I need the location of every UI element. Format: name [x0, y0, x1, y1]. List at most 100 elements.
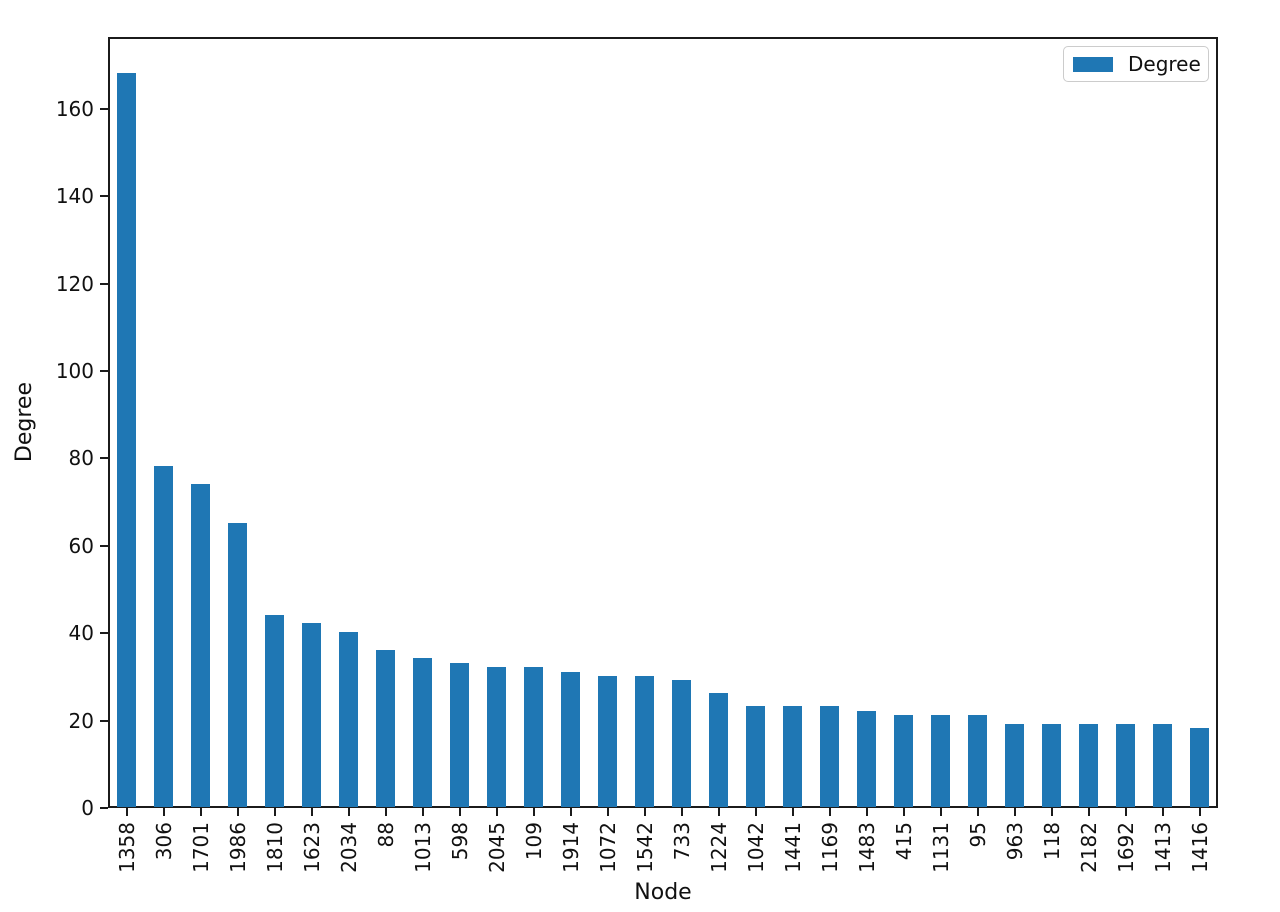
x-tick-label: 1810 [262, 822, 287, 873]
bar [117, 72, 136, 807]
y-tick-label: 160 [55, 96, 94, 121]
x-tick-mark [865, 808, 868, 816]
y-tick-label: 80 [68, 446, 94, 471]
x-tick-mark [384, 808, 387, 816]
x-tick-mark [1124, 808, 1127, 816]
x-tick-label: 1441 [780, 822, 805, 873]
x-tick-mark [643, 808, 646, 816]
bar [339, 632, 358, 807]
x-tick-label: 1169 [817, 822, 842, 873]
x-tick-mark [939, 808, 942, 816]
y-tick-mark [100, 282, 108, 285]
x-tick-mark [791, 808, 794, 816]
x-tick-label: 1542 [632, 822, 657, 873]
y-tick-label: 140 [55, 184, 94, 209]
y-tick-mark [100, 719, 108, 722]
bar [1079, 723, 1098, 807]
bar [857, 710, 876, 807]
bar [1005, 723, 1024, 807]
x-tick-label: 1623 [299, 822, 324, 873]
y-axis-title: Degree [10, 37, 40, 808]
bar [265, 614, 284, 807]
bar [783, 706, 802, 807]
y-tick-mark [100, 369, 108, 372]
bar [561, 671, 580, 807]
bar [598, 675, 617, 807]
bar [709, 693, 728, 807]
x-tick-label: 1416 [1187, 822, 1212, 873]
x-tick-mark [1198, 808, 1201, 816]
x-tick-label: 415 [891, 822, 916, 861]
legend-label: Degree [1128, 52, 1201, 76]
x-tick-mark [717, 808, 720, 816]
bar [191, 483, 210, 807]
y-axis-title-text: Degree [12, 382, 37, 463]
bar [450, 662, 469, 807]
x-tick-label: 2034 [336, 822, 361, 873]
y-tick-mark [100, 107, 108, 110]
y-tick-label: 40 [68, 621, 94, 646]
x-tick-mark [495, 808, 498, 816]
x-tick-label: 1013 [410, 822, 435, 873]
x-tick-mark [162, 808, 165, 816]
x-tick-mark [532, 808, 535, 816]
x-tick-label: 118 [1039, 822, 1064, 861]
bar [1116, 723, 1135, 807]
x-tick-mark [1050, 808, 1053, 816]
bar [154, 466, 173, 807]
x-tick-mark [976, 808, 979, 816]
bar [524, 667, 543, 807]
x-tick-mark [347, 808, 350, 816]
bar [635, 675, 654, 807]
bar [302, 623, 321, 807]
x-tick-mark [421, 808, 424, 816]
y-tick-mark [100, 195, 108, 198]
x-tick-label: 95 [965, 822, 990, 848]
x-tick-label: 1413 [1150, 822, 1175, 873]
x-tick-label: 1701 [188, 822, 213, 873]
x-tick-label: 1358 [114, 822, 139, 873]
y-tick-mark [100, 457, 108, 460]
x-tick-mark [754, 808, 757, 816]
y-tick-label: 100 [55, 358, 94, 383]
x-tick-label: 1692 [1113, 822, 1138, 873]
x-tick-label: 109 [521, 822, 546, 861]
bar [820, 706, 839, 807]
x-tick-label: 1131 [928, 822, 953, 873]
x-tick-mark [199, 808, 202, 816]
x-tick-mark [236, 808, 239, 816]
x-tick-label: 1914 [558, 822, 583, 873]
y-tick-label: 120 [55, 271, 94, 296]
x-tick-label: 2182 [1076, 822, 1101, 873]
x-tick-label: 963 [1002, 822, 1027, 861]
x-tick-label: 733 [669, 822, 694, 861]
bar [894, 715, 913, 807]
x-tick-label: 306 [151, 822, 176, 861]
x-tick-label: 1072 [595, 822, 620, 873]
bar [931, 715, 950, 807]
y-tick-label: 60 [68, 533, 94, 558]
x-tick-label: 598 [447, 822, 472, 861]
x-tick-mark [902, 808, 905, 816]
x-tick-mark [1161, 808, 1164, 816]
x-tick-label: 1042 [743, 822, 768, 873]
x-tick-label: 1986 [225, 822, 250, 873]
x-tick-mark [1013, 808, 1016, 816]
bar [228, 522, 247, 807]
y-tick-mark [100, 632, 108, 635]
legend: Degree [1063, 46, 1209, 82]
x-tick-mark [828, 808, 831, 816]
x-tick-label: 1483 [854, 822, 879, 873]
bar [968, 715, 987, 807]
legend-swatch-icon [1073, 56, 1113, 72]
y-tick-mark [100, 807, 108, 809]
x-tick-mark [310, 808, 313, 816]
bar [1190, 728, 1209, 807]
x-tick-mark [458, 808, 461, 816]
bar [376, 649, 395, 807]
bar [746, 706, 765, 807]
x-tick-label: 88 [373, 822, 398, 848]
x-tick-mark [569, 808, 572, 816]
bar [1153, 723, 1172, 807]
